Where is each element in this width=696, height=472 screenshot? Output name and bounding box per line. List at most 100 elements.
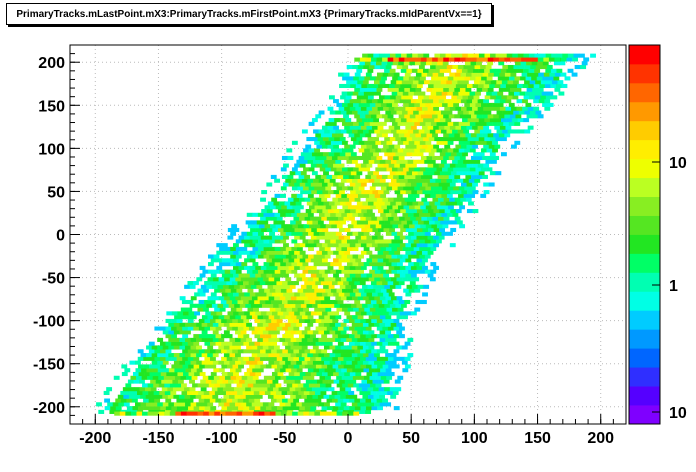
heatmap-cell-1038 — [293, 318, 300, 324]
heatmap-cell-1863 — [413, 231, 420, 236]
heatmap-cell-826 — [371, 341, 378, 346]
heatmap-cell-1484 — [355, 273, 362, 278]
heatmap-cell-2942 — [488, 106, 495, 111]
heatmap-cell-2858 — [420, 114, 427, 119]
heatmap-cell-678 — [196, 353, 202, 358]
edge-cell-1-3514 — [554, 57, 561, 62]
heatmap-cell-2403 — [330, 167, 337, 172]
heatmap-cell-2095 — [386, 205, 393, 210]
heatmap-cell-855 — [301, 337, 308, 342]
heatmap-cell-1755 — [355, 243, 362, 248]
heatmap-cell-1835 — [433, 235, 440, 240]
heatmap-cell-966 — [315, 326, 322, 331]
heatmap-cell-2155 — [354, 197, 361, 202]
heatmap-cell-1854 — [346, 231, 353, 236]
heatmap-cell-658 — [354, 356, 361, 361]
heatmap-cell-1664 — [402, 254, 409, 259]
heatmap-cell-2447 — [399, 163, 406, 168]
heatmap-cell-404 — [130, 375, 137, 380]
heatmap-cell-2364 — [476, 174, 483, 179]
heatmap-cell-2553 — [489, 152, 496, 157]
heatmap-cell-51 — [143, 406, 150, 411]
heatmap-cell-1341 — [358, 288, 365, 293]
heatmap-cell-2956 — [358, 102, 365, 107]
heatmap-cell-2873 — [504, 114, 511, 119]
heatmap-cell-1248 — [218, 296, 225, 301]
heatmap-cell-397 — [361, 379, 368, 384]
heatmap-cell-1852 — [330, 231, 337, 236]
heatmap-cell-1789 — [352, 239, 359, 244]
heatmap-cell-205 — [251, 394, 258, 399]
heatmap-cell-2623 — [358, 140, 365, 145]
heatmap-cell-1161 — [375, 307, 382, 312]
heatmap-cell-3169 — [424, 80, 430, 85]
heatmap-cell-615 — [368, 360, 375, 365]
heatmap-cell-2497 — [315, 155, 322, 161]
heatmap-cell-2388 — [445, 171, 452, 176]
heatmap-cell-182 — [117, 394, 124, 399]
heatmap-cell-1737 — [233, 243, 239, 248]
heatmap-cell-1996 — [404, 216, 411, 221]
heatmap-cell-875 — [193, 334, 200, 339]
heatmap-cell-272 — [381, 390, 388, 396]
heatmap-cell-1431 — [240, 277, 247, 282]
heatmap-cell-2955 — [353, 102, 359, 107]
heatmap-cell-873 — [171, 334, 177, 339]
heatmap-cell-427 — [269, 375, 276, 380]
heatmap-cell-266 — [342, 390, 349, 396]
heatmap-cell-2707 — [493, 133, 500, 138]
heatmap-cell-866 — [362, 337, 369, 342]
heatmap-cell-1959 — [384, 220, 391, 225]
heatmap-cell-2146 — [299, 197, 305, 202]
heatmap-cell-2503 — [348, 155, 355, 161]
heatmap-cell-2734 — [440, 129, 447, 134]
heatmap-cell-3181 — [496, 80, 503, 85]
y-tick-label-2: -100 — [33, 314, 65, 331]
heatmap-cell-2376 — [367, 171, 374, 176]
heatmap-cell-1723 — [363, 246, 370, 251]
heatmap-cell-1412 — [337, 281, 344, 286]
heatmap-cell-1191 — [323, 303, 329, 308]
heatmap-cell-1300 — [316, 292, 323, 297]
heatmap-cell-3018 — [544, 99, 551, 104]
heatmap-cell-1853 — [335, 231, 342, 236]
heatmap-cell-504 — [230, 368, 236, 373]
heatmap-cell-94 — [107, 402, 114, 407]
heatmap-cell-1758 — [372, 243, 378, 248]
heatmap-cell-582 — [179, 360, 186, 365]
heatmap-cell-471 — [288, 371, 295, 377]
heatmap-cell-1760 — [383, 243, 389, 248]
heatmap-cell-708 — [385, 353, 392, 358]
heatmap-cell-2244 — [353, 186, 359, 191]
heatmap-cell-1834 — [427, 235, 434, 240]
heatmap-cell-1660 — [380, 254, 387, 259]
heatmap-cell-330 — [192, 383, 198, 388]
heatmap-cell-1322 — [236, 288, 243, 293]
heatmap-cell-783 — [346, 345, 353, 350]
heatmap-cell-3051 — [545, 95, 552, 100]
heatmap-cell-1695 — [388, 250, 395, 255]
heatmap-cell-2690 — [393, 133, 399, 138]
heatmap-cell-2738 — [463, 129, 470, 134]
heatmap-cell-2887 — [368, 110, 375, 115]
heatmap-cell-3311 — [452, 64, 459, 70]
heatmap-cell-395 — [344, 379, 351, 384]
heatmap-cell-633 — [210, 356, 216, 361]
heatmap-cell-3087 — [354, 87, 361, 92]
heatmap-cell-3244 — [454, 72, 461, 77]
heatmap-cell-706 — [368, 353, 375, 358]
heatmap-cell-3256 — [527, 72, 533, 77]
heatmap-cell-806 — [243, 341, 250, 346]
heatmap-cell-415 — [191, 375, 198, 380]
heatmap-cell-3158 — [351, 80, 358, 85]
heatmap-cell-362 — [133, 379, 140, 384]
edge-cell-0-3451 — [208, 411, 215, 416]
heatmap-cell-2088 — [347, 205, 354, 210]
heatmap-cell-2513 — [426, 155, 433, 161]
heatmap-cell-3053 — [341, 91, 348, 96]
heatmap-cell-2472 — [368, 159, 375, 164]
heatmap-cell-1578 — [285, 262, 292, 267]
heatmap-cell-423 — [241, 375, 248, 380]
heatmap-cell-185 — [134, 394, 141, 399]
